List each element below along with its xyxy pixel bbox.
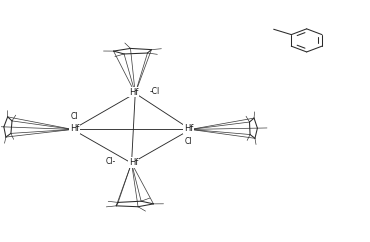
Text: Hf: Hf — [184, 124, 194, 133]
Text: Cl-: Cl- — [106, 157, 116, 166]
Text: Hf: Hf — [129, 88, 138, 97]
Text: Cl: Cl — [71, 112, 78, 121]
Text: -Cl: -Cl — [149, 87, 159, 96]
Text: Cl: Cl — [185, 137, 192, 146]
Text: Hf: Hf — [70, 124, 79, 133]
Text: Hf: Hf — [129, 158, 138, 167]
